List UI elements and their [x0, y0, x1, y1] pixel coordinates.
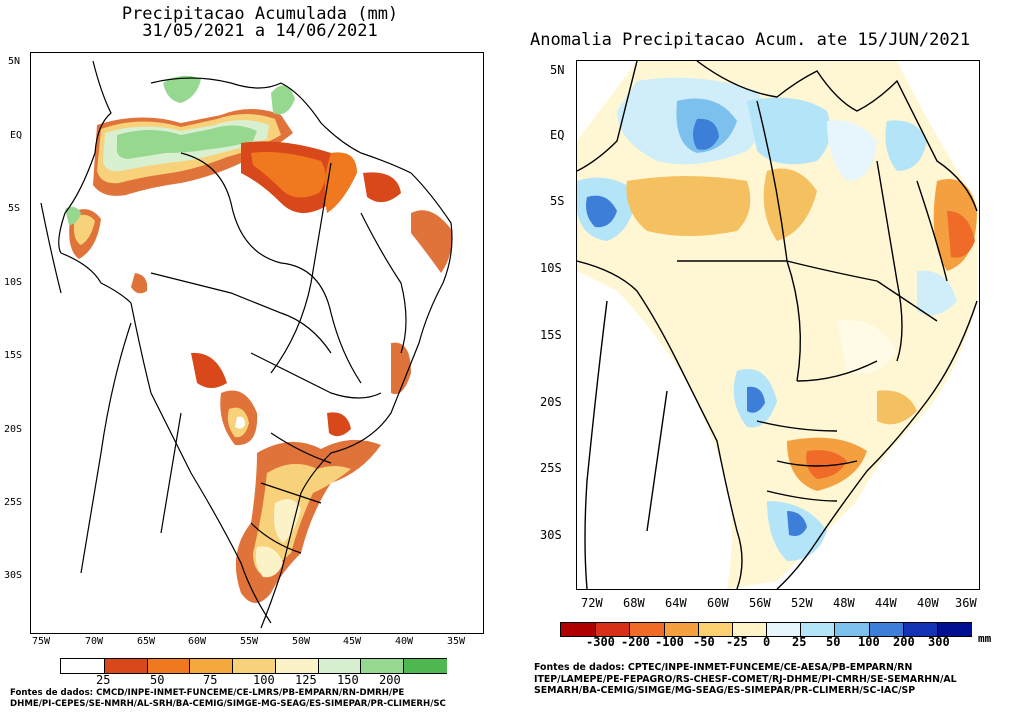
- lon-label: 55W: [240, 636, 259, 647]
- left-precip-shading: [65, 75, 452, 603]
- lat-label: EQ: [10, 130, 23, 141]
- lat-label: 5N: [550, 63, 565, 77]
- lon-label: 70W: [85, 636, 104, 647]
- left-credits: Fontes de dados: CMCD/INPE-INMET-FUNCEME…: [10, 688, 446, 710]
- right-credits-line1: Fontes de dados: CPTEC/INPE-INMET-FUNCEM…: [534, 662, 913, 673]
- colorbar-label: -300: [586, 635, 615, 649]
- lon-label: 40W: [395, 636, 414, 647]
- colorbar-swatch: [360, 659, 405, 673]
- left-precip-map: [30, 52, 484, 634]
- colorbar-label: 50: [150, 673, 165, 687]
- right-colorbar: [560, 622, 973, 637]
- colorbar-swatch: [61, 659, 105, 673]
- lon-label: 60W: [188, 636, 207, 647]
- colorbar-label: 25: [792, 635, 807, 649]
- precip-anomaly-panel: Anomalia Precipitacao Acum. ate 15/JUN/2…: [500, 0, 1024, 720]
- lon-label: 75W: [32, 636, 51, 647]
- lat-label: EQ: [550, 128, 565, 142]
- right-anomaly-map: [576, 60, 980, 590]
- colorbar-swatch: [902, 623, 939, 636]
- lon-label: 64W: [665, 596, 687, 610]
- colorbar-swatch: [868, 623, 905, 636]
- colorbar-swatch: [766, 623, 802, 636]
- colorbar-swatch: [146, 659, 191, 673]
- lat-label: 5S: [8, 203, 21, 214]
- lon-label: 48W: [833, 596, 855, 610]
- lon-label: 50W: [292, 636, 311, 647]
- lat-label: 20S: [540, 395, 562, 409]
- colorbar-unit: mm: [978, 632, 992, 645]
- lon-label: 56W: [749, 596, 771, 610]
- colorbar-label: 50: [826, 635, 841, 649]
- left-borders: [40, 60, 453, 629]
- right-borders: [577, 61, 978, 589]
- colorbar-swatch: [663, 623, 700, 636]
- colorbar-swatch: [561, 623, 596, 636]
- right-map-title: Anomalia Precipitacao Acum. ate 15/JUN/2…: [530, 30, 971, 50]
- left-credits-line1: Fontes de dados: CMCD/INPE-INMET-FUNCEME…: [10, 688, 405, 698]
- right-credits-line2: ITEP/LAMEPE/PE-FEPAGRO/RS-CHESF-COMET/RJ…: [534, 673, 957, 685]
- colorbar-label: 0: [763, 635, 771, 649]
- lat-label: 10S: [540, 261, 562, 275]
- colorbar-swatch: [232, 659, 277, 673]
- lat-label: 20S: [4, 424, 23, 435]
- colorbar-swatch: [834, 623, 870, 636]
- colorbar-swatch: [103, 659, 149, 673]
- lat-label: 5S: [550, 194, 565, 208]
- colorbar-swatch: [731, 623, 768, 636]
- right-credits-line3: SEMARH/BA-CEMIG/SIMGE/MG-SEAG/ES-SIMEPAR…: [534, 685, 916, 696]
- right-map-canvas: [577, 61, 978, 589]
- colorbar-label: 125: [295, 673, 317, 687]
- accumulated-precip-panel: Precipitacao Acumulada (mm) 31/05/2021 a…: [0, 0, 500, 720]
- colorbar-swatch: [629, 623, 665, 636]
- colorbar-label: 100: [253, 673, 275, 687]
- colorbar-label: -100: [655, 635, 684, 649]
- lat-label: 15S: [4, 350, 23, 361]
- lat-label: 5N: [8, 56, 21, 67]
- colorbar-swatch: [697, 623, 734, 636]
- lat-label: 30S: [4, 570, 23, 581]
- colorbar-swatch: [936, 623, 973, 636]
- colorbar-label: 200: [379, 673, 401, 687]
- colorbar-label: 150: [337, 673, 359, 687]
- colorbar-label: -25: [726, 635, 748, 649]
- lat-label: 30S: [540, 528, 562, 542]
- lon-label: 65W: [137, 636, 156, 647]
- lon-label: 40W: [917, 596, 939, 610]
- lat-label: 25S: [540, 461, 562, 475]
- lat-label: 10S: [4, 277, 23, 288]
- colorbar-swatch: [403, 659, 448, 673]
- left-title-line1: Precipitacao Acumulada (mm): [121, 4, 399, 24]
- lon-label: 45W: [343, 636, 362, 647]
- right-credits: Fontes de dados: CPTEC/INPE-INMET-FUNCEM…: [534, 662, 957, 697]
- left-credits-line2: DHME/PI-CEPES/SE-NMRH/AL-SRH/BA-CEMIG/SI…: [10, 699, 446, 709]
- lon-label: 35W: [447, 636, 466, 647]
- colorbar-label: -200: [621, 635, 650, 649]
- colorbar-swatch: [274, 659, 320, 673]
- left-map-canvas: [40, 60, 453, 629]
- lat-label: 15S: [540, 328, 562, 342]
- colorbar-label: 75: [203, 673, 218, 687]
- colorbar-swatch: [595, 623, 631, 636]
- lon-label: 72W: [581, 596, 603, 610]
- lon-label: 36W: [955, 596, 977, 610]
- colorbar-swatch: [800, 623, 836, 636]
- colorbar-label: 100: [858, 635, 880, 649]
- right-anomaly-shading: [577, 77, 977, 561]
- left-title-line2: 31/05/2021 a 14/06/2021: [142, 21, 378, 41]
- lon-label: 52W: [791, 596, 813, 610]
- left-map-title: Precipitacao Acumulada (mm) 31/05/2021 a…: [20, 6, 500, 40]
- colorbar-label: -50: [693, 635, 715, 649]
- lon-label: 44W: [875, 596, 897, 610]
- colorbar-label: 25: [96, 673, 111, 687]
- lon-label: 68W: [623, 596, 645, 610]
- colorbar-swatch: [317, 659, 362, 673]
- colorbar-swatch: [189, 659, 234, 673]
- left-colorbar: [60, 658, 448, 674]
- colorbar-label: 200: [893, 635, 915, 649]
- lat-label: 25S: [4, 497, 23, 508]
- lon-label: 60W: [707, 596, 729, 610]
- colorbar-label: 300: [928, 635, 950, 649]
